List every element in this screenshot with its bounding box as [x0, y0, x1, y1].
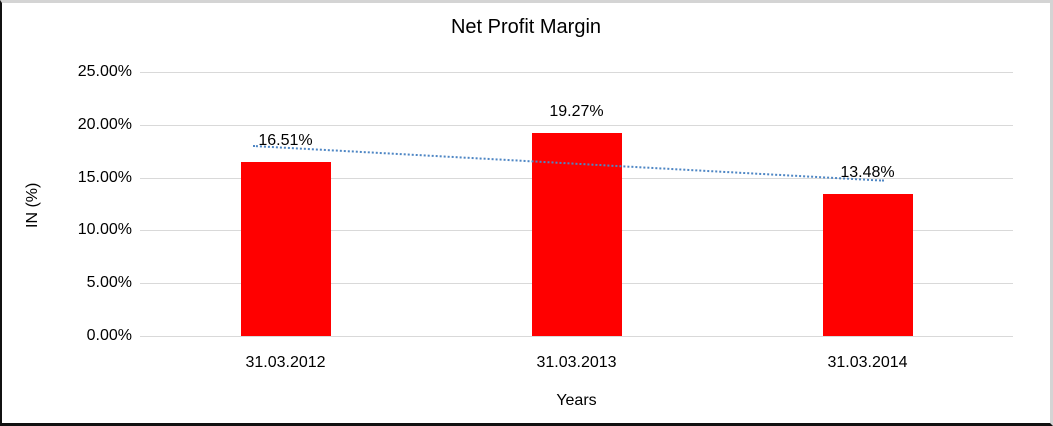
plot-area: 16.51% 19.27% 13.48% — [140, 72, 1013, 337]
y-tick-label: 0.00% — [86, 327, 132, 344]
y-tick-label: 15.00% — [77, 168, 132, 186]
x-axis-line — [140, 336, 1013, 337]
x-axis-tick-labels: 31.03.2012 31.03.2013 31.03.2014 — [140, 354, 1013, 372]
bar — [531, 132, 622, 336]
bar — [822, 193, 913, 336]
bar-data-label: 13.48% — [840, 163, 895, 181]
x-tick-label: 31.03.2013 — [536, 354, 617, 371]
gridline — [140, 72, 1013, 73]
y-axis-tick-labels: 25.00% 20.00% 15.00% 10.00% 5.00% 0.00% — [2, 63, 132, 353]
bar — [240, 161, 331, 336]
y-tick-label: 10.00% — [77, 221, 132, 239]
gridline — [140, 124, 1013, 126]
bar-data-label: 19.27% — [549, 102, 604, 120]
bar-data-label: 16.51% — [258, 131, 313, 149]
x-axis-title: Years — [556, 392, 597, 409]
x-tick-label: 31.03.2014 — [827, 354, 908, 371]
y-tick-label: 5.00% — [86, 274, 132, 292]
y-tick-label: 20.00% — [77, 115, 132, 133]
y-tick-label: 25.00% — [77, 63, 132, 80]
x-tick-label: 31.03.2012 — [245, 354, 326, 371]
chart-title: Net Profit Margin — [450, 16, 602, 38]
